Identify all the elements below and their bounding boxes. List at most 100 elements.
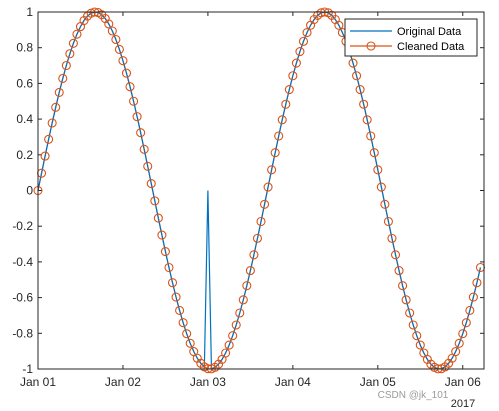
cleaned-data-point <box>405 308 415 318</box>
cleaned-data-point <box>228 331 238 341</box>
x-tick-label: Jan 05 <box>360 375 396 389</box>
cleaned-data-point <box>288 71 298 81</box>
plot-frame <box>37 11 485 370</box>
cleaned-data-point <box>167 278 178 288</box>
x-axis-ticks: Jan 01 Jan 02 Jan 03 Jan 04 Jan 05 Jan 06 <box>20 12 481 389</box>
cleaned-data-point <box>231 320 241 330</box>
cleaned-data-point <box>295 47 305 57</box>
cleaned-data-point <box>316 8 326 18</box>
cleaned-data-point <box>252 233 263 243</box>
cleaned-data-point <box>245 266 255 276</box>
cleaned-data-point <box>274 131 284 141</box>
legend-cleaned-label: Cleaned Data <box>397 41 465 53</box>
cleaned-data-point <box>415 340 425 350</box>
cleaned-data-point <box>107 26 117 36</box>
y-tick-label: 0.2 <box>16 148 33 162</box>
cleaned-data-point <box>284 84 294 95</box>
x-tick-label: Jan 04 <box>275 375 311 389</box>
y-tick-label: 0.8 <box>16 41 33 55</box>
cleaned-data-point <box>221 348 231 358</box>
cleaned-data-point <box>136 128 146 138</box>
y-tick-label: -0.6 <box>12 291 33 305</box>
cleaned-data-point <box>146 179 156 189</box>
cleaned-data-point <box>376 182 386 192</box>
cleaned-data-point <box>72 29 82 39</box>
cleaned-data-point <box>249 250 259 260</box>
y-tick-label: -0.8 <box>12 326 33 340</box>
cleaned-data-point <box>461 318 471 328</box>
cleaned-data-point <box>114 44 124 54</box>
cleaned-data-point <box>153 213 163 223</box>
cleaned-data-point <box>472 278 482 288</box>
legend-cleaned-marker <box>366 41 376 51</box>
cleaned-data-point <box>121 68 132 78</box>
cleaned-data-point <box>118 56 128 66</box>
cleaned-data-point <box>277 115 287 125</box>
cleaned-data-point <box>355 84 365 95</box>
cleaned-data-point <box>369 148 379 158</box>
cleaned-data-point <box>178 318 188 328</box>
cleaned-data-point <box>125 82 135 92</box>
cleaned-data-point <box>465 305 475 316</box>
cleaned-data-point <box>157 230 167 240</box>
y-tick-label: -0.2 <box>12 219 33 233</box>
cleaned-data-point <box>185 338 195 348</box>
cleaned-data-point <box>182 329 192 339</box>
cleaned-data-point <box>291 58 301 68</box>
y-tick-label: 0.6 <box>16 76 33 90</box>
cleaned-data-point <box>263 182 273 192</box>
y-tick-label: -0.4 <box>12 255 33 269</box>
y-tick-label: 0 <box>26 184 33 198</box>
cleaned-data-point <box>362 115 372 125</box>
y-tick-label: 0.4 <box>16 112 33 126</box>
cleaned-data-point <box>129 96 139 106</box>
watermark: CSDN @jk_101 <box>378 390 449 401</box>
cleaned-data-point <box>65 49 75 59</box>
x-axis-secondary-label: 2017 <box>451 398 475 410</box>
cleaned-data-point <box>238 295 248 305</box>
cleaned-data-point <box>58 73 68 83</box>
cleaned-data-point <box>164 262 174 273</box>
cleaned-data-point <box>51 102 61 112</box>
cleaned-data-point <box>373 165 383 175</box>
cleaned-data-point <box>111 34 121 45</box>
cleaned-data-point <box>387 233 397 243</box>
cleaned-data-point <box>256 216 266 227</box>
series-original-line <box>37 11 482 370</box>
cleaned-data-point <box>394 266 404 276</box>
legend: Original Data Cleaned Data <box>344 18 478 57</box>
cleaned-data-point <box>366 131 376 141</box>
cleaned-data-point <box>235 308 245 318</box>
legend-box <box>344 18 478 57</box>
cleaned-data-point <box>298 36 309 46</box>
cleaned-data-point <box>412 331 422 341</box>
x-tick-label: Jan 06 <box>445 375 481 389</box>
cleaned-data-point <box>150 196 160 206</box>
cleaned-data-point <box>383 216 393 227</box>
cleaned-data-point <box>380 199 390 209</box>
y-tick-label: 1 <box>26 5 33 19</box>
cleaned-data-point <box>175 305 185 316</box>
cleaned-data-point <box>104 19 114 29</box>
cleaned-data-point <box>390 250 401 260</box>
legend-original-label: Original Data <box>397 26 462 38</box>
cleaned-data-point <box>348 58 358 68</box>
cleaned-data-point <box>259 199 270 209</box>
cleaned-data-point <box>242 281 252 291</box>
cleaned-data-point <box>224 340 234 350</box>
cleaned-data-point <box>267 165 277 175</box>
x-tick-label: Jan 03 <box>190 375 226 389</box>
cleaned-data-point <box>132 112 142 122</box>
plot-area <box>38 12 484 369</box>
cleaned-data-point <box>143 161 153 171</box>
cleaned-data-point <box>359 99 369 109</box>
cleaned-data-point <box>468 292 478 302</box>
y-tick-label: -1 <box>22 362 33 376</box>
cleaned-data-point <box>68 38 78 48</box>
cleaned-data-point <box>40 151 50 161</box>
cleaned-data-point <box>302 28 312 38</box>
cleaned-data-point <box>334 20 344 30</box>
cleaned-data-point <box>352 71 362 81</box>
y-axis-ticks: 1 0.8 0.6 0.4 0.2 0 -0.2 -0.4 -0.6 -0.8 -1 <box>12 5 484 376</box>
